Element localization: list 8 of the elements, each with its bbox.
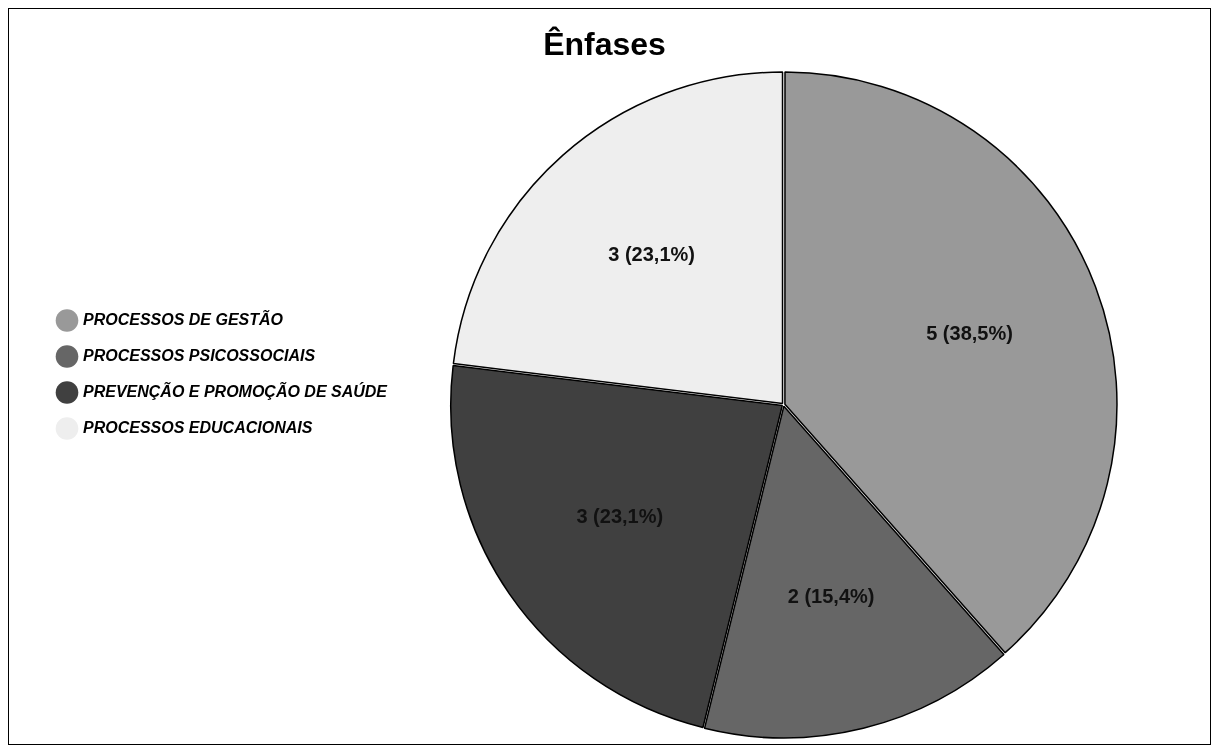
legend-label: PROCESSOS DE GESTÃO: [83, 308, 284, 328]
legend-label: PROCESSOS PSICOSSOCIAIS: [83, 346, 316, 364]
data-label: 5 (38,5%): [926, 321, 1013, 344]
chart-title: Ênfases: [543, 26, 666, 63]
legend-label: PREVENÇÃO E PROMOÇÃO DE SAÚDE: [83, 380, 389, 400]
legend-label: PROCESSOS EDUCACIONAIS: [83, 418, 313, 436]
data-label: 2 (15,4%): [787, 585, 875, 608]
data-label: 3 (23,1%): [608, 243, 695, 266]
